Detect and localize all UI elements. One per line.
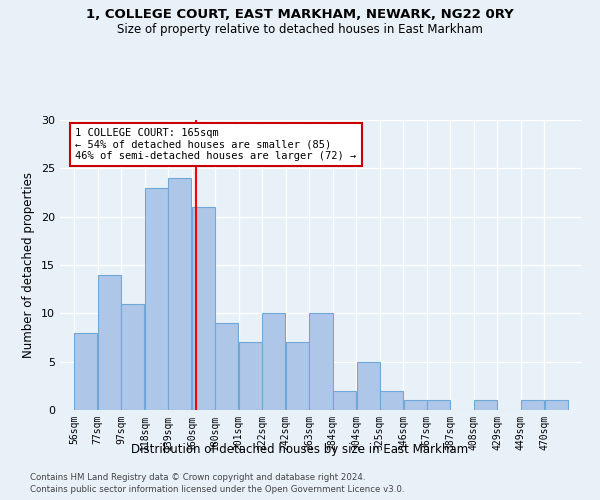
- Bar: [380, 390, 403, 410]
- Bar: [145, 188, 168, 410]
- Bar: [404, 400, 427, 410]
- Bar: [121, 304, 145, 410]
- Text: 1 COLLEGE COURT: 165sqm
← 54% of detached houses are smaller (85)
46% of semi-de: 1 COLLEGE COURT: 165sqm ← 54% of detache…: [75, 128, 356, 161]
- Bar: [262, 314, 286, 410]
- Bar: [192, 207, 215, 410]
- Text: Contains HM Land Registry data © Crown copyright and database right 2024.: Contains HM Land Registry data © Crown c…: [30, 472, 365, 482]
- Bar: [169, 178, 191, 410]
- Text: Distribution of detached houses by size in East Markham: Distribution of detached houses by size …: [131, 442, 469, 456]
- Bar: [310, 314, 332, 410]
- Bar: [98, 274, 121, 410]
- Bar: [356, 362, 380, 410]
- Bar: [474, 400, 497, 410]
- Text: Size of property relative to detached houses in East Markham: Size of property relative to detached ho…: [117, 22, 483, 36]
- Bar: [333, 390, 356, 410]
- Bar: [286, 342, 309, 410]
- Bar: [521, 400, 544, 410]
- Bar: [215, 323, 238, 410]
- Bar: [545, 400, 568, 410]
- Text: 1, COLLEGE COURT, EAST MARKHAM, NEWARK, NG22 0RY: 1, COLLEGE COURT, EAST MARKHAM, NEWARK, …: [86, 8, 514, 20]
- Bar: [427, 400, 450, 410]
- Bar: [74, 332, 97, 410]
- Y-axis label: Number of detached properties: Number of detached properties: [22, 172, 35, 358]
- Text: Contains public sector information licensed under the Open Government Licence v3: Contains public sector information licen…: [30, 485, 404, 494]
- Bar: [239, 342, 262, 410]
